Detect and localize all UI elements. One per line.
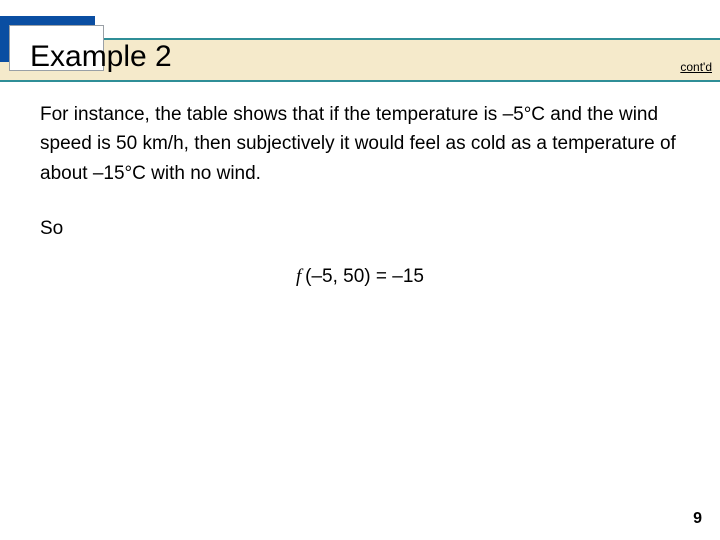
equation: f (–5, 50) = –15 [40, 262, 680, 291]
paragraph-2: So [40, 214, 680, 243]
continued-label: cont'd [680, 60, 712, 74]
slide: Example 2 cont'd For instance, the table… [0, 0, 720, 540]
body-content: For instance, the table shows that if th… [40, 100, 680, 291]
paragraph-1: For instance, the table shows that if th… [40, 100, 680, 188]
page-number: 9 [693, 510, 702, 528]
slide-title: Example 2 [30, 40, 172, 74]
header: Example 2 cont'd [0, 16, 720, 76]
